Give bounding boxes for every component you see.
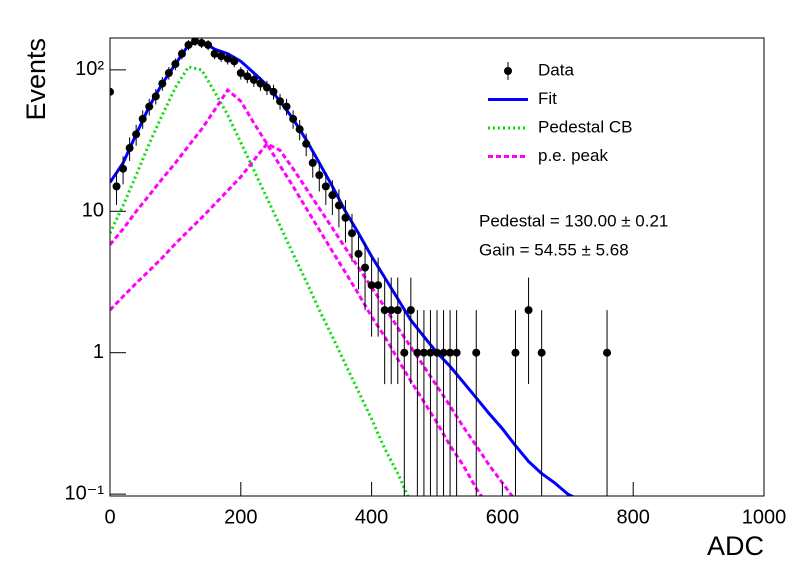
data-point [426,348,435,357]
data-point [262,83,271,92]
data-point [354,249,363,258]
data-point [210,49,219,58]
data-point [197,38,206,47]
legend-label: p.e. peak [538,146,608,165]
data-point [321,182,330,191]
fit-curve [110,65,410,496]
data-point [138,114,147,123]
data-point [164,69,173,78]
annotation: Pedestal = 130.00 ± 0.21 [479,211,668,230]
data-point [184,40,193,49]
data-point [110,87,114,96]
data-point [419,348,428,357]
data-point [374,281,383,290]
fit-curve [110,141,514,496]
data-point [315,171,324,180]
y-tick-label: 10⁻¹ [65,482,105,504]
data-point [125,144,134,153]
data-point [171,60,180,69]
data-point [230,57,239,66]
y-tick-label: 1 [93,341,104,363]
data-point [413,348,422,357]
data-point [276,97,285,106]
data-point [387,306,396,315]
data-point [328,191,337,200]
data-point [223,54,232,63]
data-point [341,213,350,222]
data-point [191,38,200,45]
x-tick-label: 400 [355,506,388,528]
data-point [511,348,520,357]
data-point [393,306,402,315]
data-point [236,69,245,78]
data-point [302,139,311,148]
x-tick-label: 600 [486,506,519,528]
data-point [524,306,533,315]
data-point [603,348,612,357]
data-point [295,125,304,134]
data-point [145,102,154,111]
data-point [433,348,441,357]
y-axis-title: Events [21,38,51,121]
data-point [243,72,252,81]
data-point [204,40,213,49]
data-point [367,281,376,290]
data-point [119,164,128,173]
data-point [282,102,291,111]
x-tick-label: 1000 [742,506,787,528]
data-point [439,348,448,357]
x-tick-label: 200 [224,506,257,528]
fit-curve [110,87,484,496]
annotation: Gain = 54.55 ± 5.68 [479,240,629,259]
x-tick-label: 800 [617,506,650,528]
data-point [177,49,186,58]
data-point [112,182,121,191]
data-point [446,348,455,357]
data-point [289,114,298,123]
data-point [249,75,258,84]
legend-label: Data [538,60,574,79]
y-tick-label: 10² [75,58,104,80]
data-point [334,201,343,210]
data-point [347,229,356,238]
data-point [406,306,415,315]
data-point [158,79,167,88]
data-point [452,348,461,357]
legend-swatch [504,67,512,75]
x-axis-title: ADC [707,531,764,561]
data-point [537,348,546,357]
legend-label: Pedestal CB [538,117,633,136]
x-tick-label: 0 [104,506,115,528]
data-point [380,306,389,315]
plot-area [110,38,612,496]
data-point [132,130,141,139]
data-point [472,348,481,357]
data-point [361,263,370,272]
data-point [308,158,317,167]
frame [109,37,765,497]
y-tick-label: 10 [82,200,104,222]
data-point [217,52,226,61]
data-point [151,92,160,101]
data-point [256,79,265,88]
data-point [269,87,278,96]
data-point [400,348,409,357]
legend-label: Fit [538,89,557,108]
